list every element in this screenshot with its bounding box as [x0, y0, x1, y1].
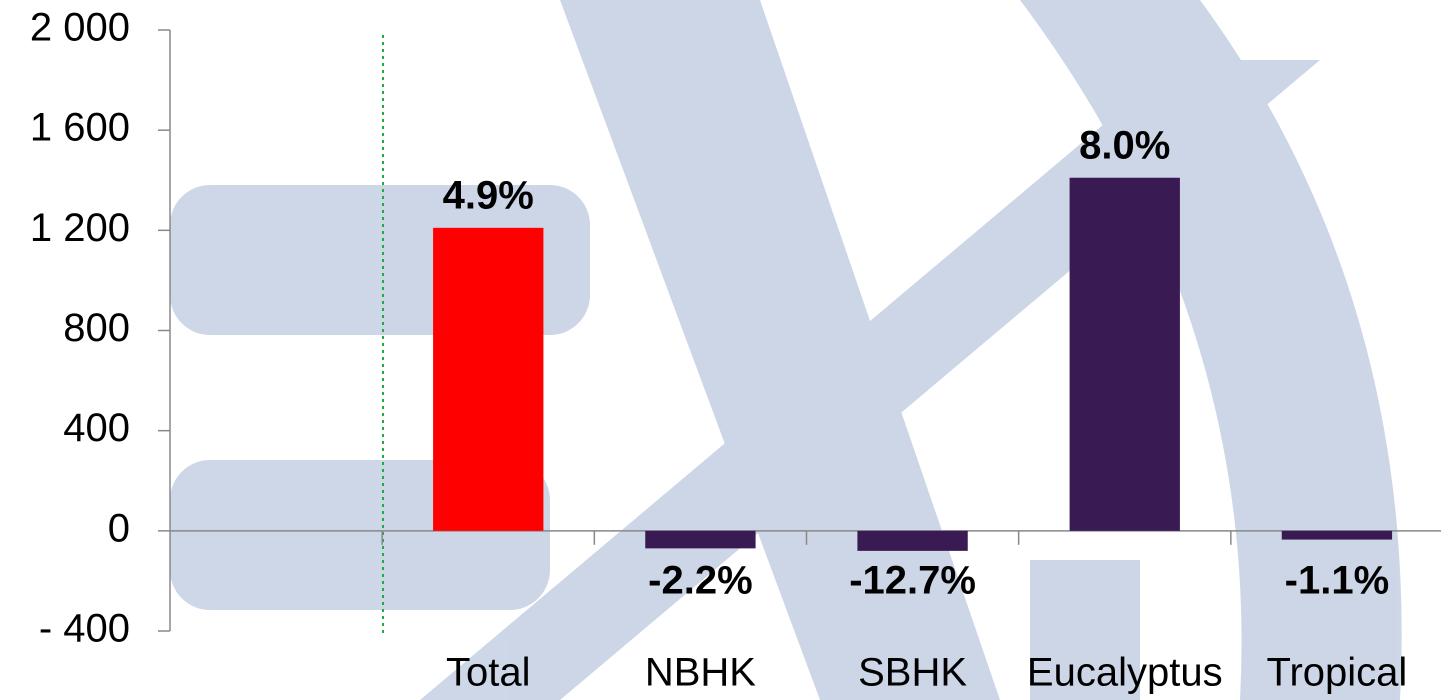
- watermark: [170, 0, 1402, 700]
- y-tick-label: 1 600: [30, 106, 130, 150]
- bar: [1070, 178, 1180, 531]
- x-tick-label: SBHK: [858, 651, 967, 695]
- bar-label: -1.1%: [1285, 558, 1390, 602]
- bar: [645, 531, 755, 549]
- bar-label: 8.0%: [1079, 123, 1170, 167]
- bar-label: -2.2%: [648, 558, 753, 602]
- x-tick-label: NBHK: [645, 651, 756, 695]
- bar-label: -12.7%: [849, 558, 976, 602]
- bar: [857, 531, 967, 551]
- x-tick-label: Tropical: [1267, 651, 1408, 695]
- bar: [433, 228, 543, 531]
- bar: [1282, 531, 1392, 540]
- chart: - 400 0 400 800 1 200 1 600 2 000 Total 4.9% NBHK…: [0, 0, 1441, 700]
- y-tick-label: 2 000: [30, 6, 130, 50]
- y-tick-label: 800: [63, 306, 130, 350]
- x-tick-label: Eucalyptus: [1027, 651, 1223, 695]
- y-tick-label: 400: [63, 406, 130, 450]
- y-tick-label: 1 200: [30, 206, 130, 250]
- bar-label: 4.9%: [443, 173, 534, 217]
- y-tick-label: 0: [108, 506, 130, 550]
- x-tick-label: Total: [446, 651, 531, 695]
- y-tick-label: - 400: [39, 607, 130, 651]
